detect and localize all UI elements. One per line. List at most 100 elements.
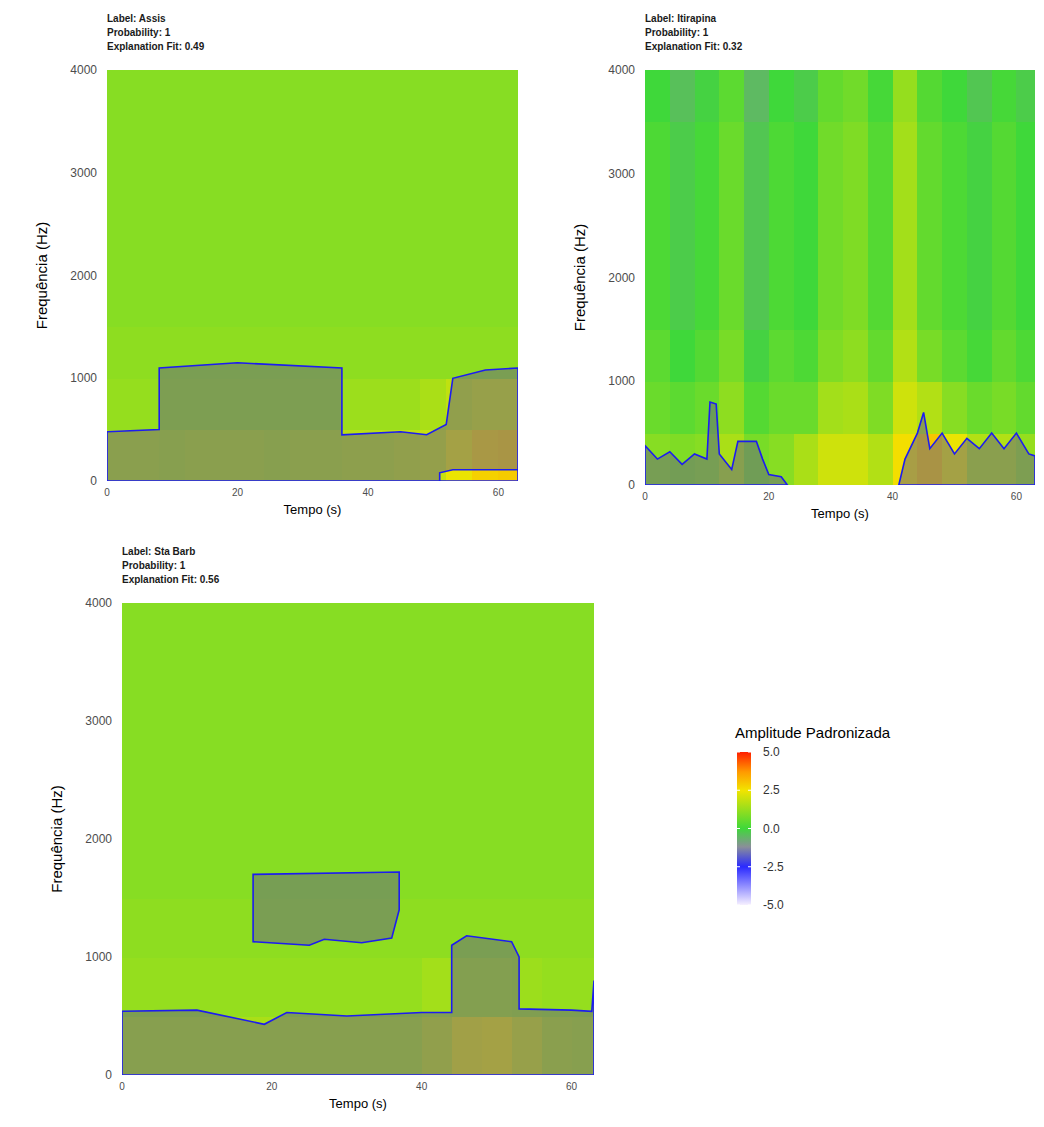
cell <box>422 898 453 958</box>
cell <box>264 173 291 225</box>
cell <box>992 329 1017 381</box>
cell <box>572 780 594 840</box>
cell <box>242 780 273 840</box>
cell <box>843 226 868 278</box>
cell <box>542 603 573 663</box>
cell <box>152 780 183 840</box>
cell <box>719 329 744 381</box>
cell <box>868 122 893 174</box>
cell <box>843 381 868 433</box>
explanation-region <box>122 936 594 1075</box>
cell <box>1016 70 1035 122</box>
cell <box>670 122 695 174</box>
x-axis-title: Tempo (s) <box>284 502 342 517</box>
cell <box>182 839 213 899</box>
cell <box>182 780 213 840</box>
cell <box>290 224 317 276</box>
cell <box>843 122 868 174</box>
cell <box>242 603 273 663</box>
cell <box>242 957 273 1017</box>
cell <box>362 662 393 722</box>
cell <box>719 174 744 226</box>
cell <box>392 957 423 1017</box>
cell <box>794 122 819 174</box>
cell <box>498 70 518 122</box>
cell <box>107 121 134 173</box>
cell <box>342 327 369 379</box>
cell <box>182 957 213 1017</box>
cell <box>645 122 670 174</box>
cell <box>107 224 134 276</box>
cell <box>769 381 794 433</box>
cell <box>542 839 573 899</box>
cell <box>744 278 769 330</box>
cell <box>290 121 317 173</box>
cell <box>868 381 893 433</box>
cell <box>290 173 317 225</box>
cell <box>794 381 819 433</box>
cell <box>452 780 483 840</box>
cell <box>572 898 594 958</box>
legend-title: Amplitude Padronizada <box>735 724 891 741</box>
cell <box>264 276 291 328</box>
y-axis-title: Frequência (Hz) <box>33 222 50 330</box>
cell <box>818 329 843 381</box>
legend: Amplitude Padronizada5.02.50.0-2.5-5.0 <box>735 724 891 912</box>
cell <box>362 721 393 781</box>
cell <box>868 433 893 485</box>
cell <box>332 780 363 840</box>
cell <box>159 224 186 276</box>
cell <box>843 278 868 330</box>
cell <box>769 174 794 226</box>
color-bar-tick <box>737 866 740 867</box>
cell <box>159 276 186 328</box>
panel-title: Probability: 1 <box>107 27 171 38</box>
cell <box>420 121 447 173</box>
cell <box>107 276 134 328</box>
cell <box>512 839 543 899</box>
y-tick-label: 0 <box>90 474 97 488</box>
cell <box>392 603 423 663</box>
cell <box>264 224 291 276</box>
cell <box>868 226 893 278</box>
cell <box>368 70 395 122</box>
plot-area <box>122 603 594 1075</box>
cell <box>818 433 843 485</box>
cell <box>422 957 453 1017</box>
cell <box>472 70 499 122</box>
cell <box>769 122 794 174</box>
cell <box>420 70 447 122</box>
cell <box>670 70 695 122</box>
cell <box>237 173 264 225</box>
cell <box>272 780 303 840</box>
cell <box>818 278 843 330</box>
y-tick-label: 0 <box>628 478 635 492</box>
cell <box>1016 226 1035 278</box>
cell <box>917 122 942 174</box>
cell <box>967 226 992 278</box>
cell <box>942 122 967 174</box>
cell <box>237 224 264 276</box>
cell <box>122 780 153 840</box>
cell <box>133 173 160 225</box>
cell <box>211 173 238 225</box>
cell <box>917 226 942 278</box>
cell <box>342 224 369 276</box>
panel-title: Explanation Fit: 0.56 <box>122 574 220 585</box>
cell <box>342 173 369 225</box>
panel-title: Probability: 1 <box>645 27 709 38</box>
cell <box>159 70 186 122</box>
cell <box>420 327 447 379</box>
cell <box>572 839 594 899</box>
cell <box>744 329 769 381</box>
cell <box>422 603 453 663</box>
color-bar <box>737 752 751 905</box>
cell <box>818 122 843 174</box>
cell <box>182 721 213 781</box>
cell <box>272 662 303 722</box>
cell <box>107 70 134 122</box>
cell <box>182 898 213 958</box>
x-tick-label: 40 <box>887 491 899 502</box>
cell <box>868 70 893 122</box>
cell <box>182 662 213 722</box>
